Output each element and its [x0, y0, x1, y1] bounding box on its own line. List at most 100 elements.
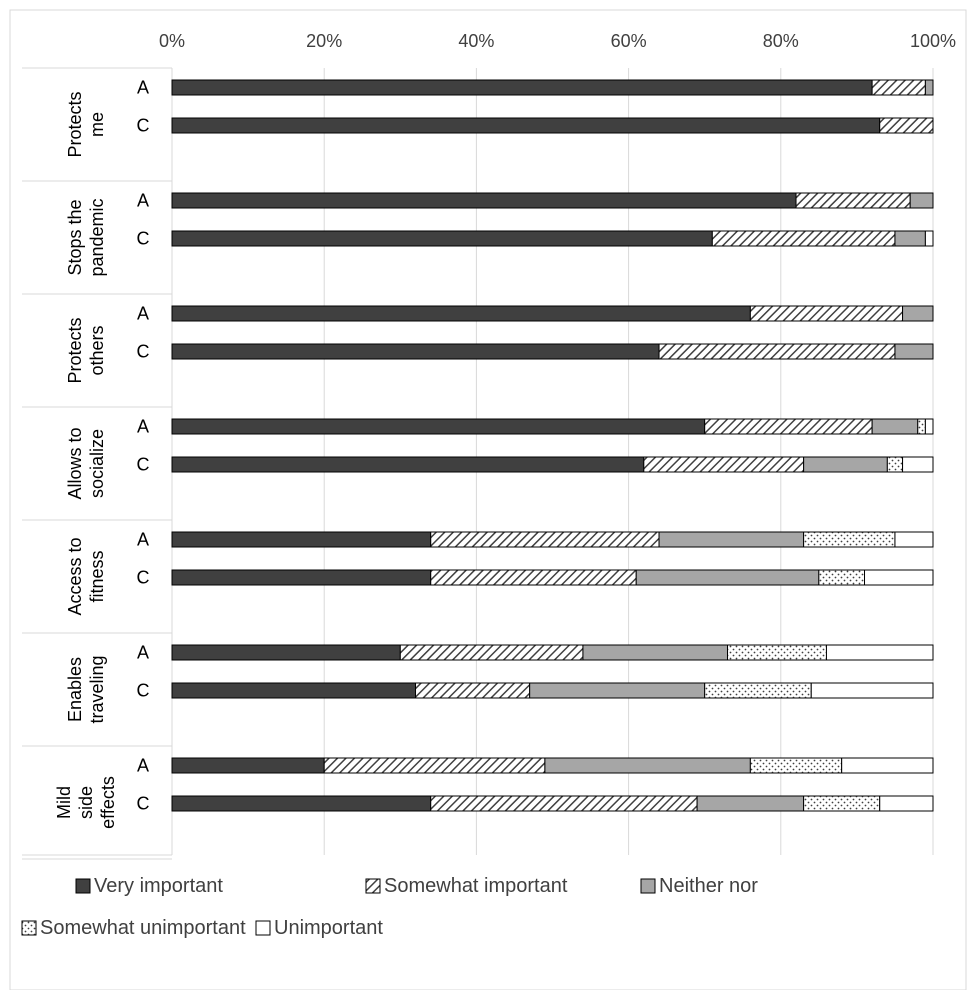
group-label-line: Protects [65, 91, 85, 157]
group-label-line: Stops the [65, 199, 85, 275]
bar-segment [902, 456, 934, 473]
bar-segment [894, 343, 934, 360]
bar-segment [704, 682, 812, 699]
bar-segment [430, 531, 660, 548]
group-label-line: traveling [87, 655, 107, 723]
bar-segment [704, 418, 873, 435]
bar-segment [171, 757, 325, 774]
row-label: A [137, 78, 149, 98]
bars [171, 79, 934, 812]
group-label: Access to fitness [65, 537, 107, 615]
row-label: C [137, 568, 150, 588]
group-label-line: Enables [65, 657, 85, 722]
group-label-line: effects [98, 776, 118, 829]
bar-segment [894, 531, 934, 548]
bar-segment [909, 192, 934, 209]
x-tick-label: 0% [159, 31, 185, 51]
legend-swatch [75, 878, 91, 894]
bar-segment [711, 230, 896, 247]
legend: Very important Somewhat important Neither … [21, 875, 758, 939]
bar-segment [171, 230, 713, 247]
bar-segment [795, 192, 911, 209]
legend-label: Somewhat unimportant [40, 917, 246, 939]
group-label: Enables traveling [65, 655, 107, 723]
bar-segment [871, 79, 926, 96]
group-label: Mild side effects [54, 776, 118, 829]
row-label: C [137, 681, 150, 701]
row-label: A [137, 643, 149, 663]
bar-segment [544, 757, 751, 774]
bar-segment [749, 305, 904, 322]
bar-segment [917, 418, 926, 435]
bar-segment [749, 757, 843, 774]
legend-swatch [365, 878, 381, 894]
bar-segment [415, 682, 531, 699]
bar-segment [171, 569, 432, 586]
legend-swatch [255, 920, 271, 936]
legend-label: Very important [94, 875, 223, 897]
bar-segment [727, 644, 827, 661]
bar-segment [171, 79, 873, 96]
group-label-line: Access to [65, 537, 85, 615]
bar-segment [399, 644, 584, 661]
x-tick-label: 20% [306, 31, 342, 51]
bar-segment [864, 569, 934, 586]
bar-segment [803, 531, 896, 548]
group-label: Protects me [65, 91, 107, 157]
row-label: A [137, 530, 149, 550]
bar-segment [902, 305, 934, 322]
bar-segment [171, 456, 645, 473]
group-label-line: Protects [65, 317, 85, 383]
group-label-line: others [87, 325, 107, 375]
row-label: C [137, 342, 150, 362]
bar-segment [803, 456, 888, 473]
chart-border [9, 9, 967, 991]
group-label: Stops the pandemic [65, 198, 107, 276]
row-label: A [137, 304, 149, 324]
bar-segment [818, 569, 866, 586]
bar-segment [879, 795, 934, 812]
bar-segment [871, 418, 919, 435]
legend-label: Neither nor [659, 875, 758, 897]
bar-segment [171, 305, 751, 322]
group-label-line: pandemic [87, 198, 107, 276]
bar-segment [879, 117, 934, 134]
group-label: Protects others [65, 317, 107, 383]
bar-segment [886, 456, 904, 473]
row-label: C [137, 116, 150, 136]
bar-segment [171, 418, 706, 435]
group-label-line: Mild [54, 786, 74, 819]
bar-segment [924, 79, 934, 96]
legend-swatch [21, 920, 37, 936]
bar-segment [582, 644, 729, 661]
bar-segment [658, 343, 896, 360]
bar-segment [171, 644, 401, 661]
group-label: Allows to socialize [65, 427, 107, 499]
row-label: C [137, 229, 150, 249]
bar-segment [924, 418, 934, 435]
bar-segment [430, 795, 698, 812]
bar-segment [810, 682, 934, 699]
legend-label: Somewhat important [384, 875, 568, 897]
group-label-line: side [76, 786, 96, 819]
bar-segment [841, 757, 934, 774]
bar-segment [825, 644, 934, 661]
x-tick-label: 100% [910, 31, 956, 51]
bar-segment [658, 531, 805, 548]
x-axis-ticks: 0% 20% 40% 60% 80% 100% [159, 31, 956, 51]
x-tick-label: 80% [763, 31, 799, 51]
group-label-line: fitness [87, 550, 107, 602]
bar-segment [171, 682, 417, 699]
x-tick-label: 40% [458, 31, 494, 51]
bar-segment [924, 230, 934, 247]
bar-segment [529, 682, 706, 699]
legend-swatch [640, 878, 656, 894]
group-label-line: Allows to [65, 427, 85, 499]
bar-segment [171, 795, 432, 812]
bar-segment [171, 343, 660, 360]
row-label: A [137, 417, 149, 437]
bar-segment [635, 569, 820, 586]
